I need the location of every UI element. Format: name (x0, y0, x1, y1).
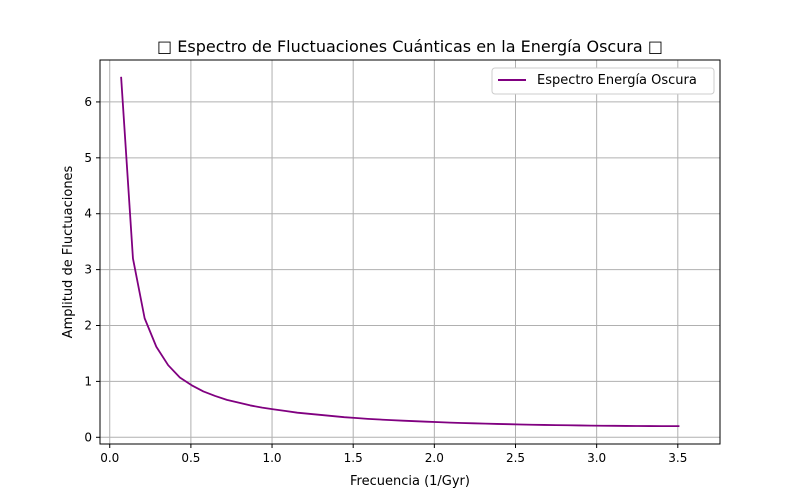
legend-box (491, 67, 715, 95)
x-tick-label: 1.5 (344, 451, 363, 465)
y-tick-label: 2 (84, 319, 92, 333)
x-axis-label: Frecuencia (1/Gyr) (350, 474, 470, 489)
x-tick-label: 0.0 (100, 451, 119, 465)
y-tick-label: 0 (84, 430, 92, 444)
series-layer (120, 76, 680, 428)
y-tick-label: 6 (84, 95, 92, 109)
y-tick-label: 3 (84, 263, 92, 277)
x-tick-label: 3.5 (668, 451, 687, 465)
x-tick-label: 3.0 (587, 451, 606, 465)
series-line (120, 76, 680, 428)
legend: Espectro Energía Oscura (491, 67, 715, 95)
y-tick-label: 5 (84, 151, 92, 165)
y-tick-label: 1 (84, 374, 92, 388)
x-tick-label: 2.0 (425, 451, 444, 465)
x-tick-label: 0.5 (181, 451, 200, 465)
axis-ticks: 0.0 0.5 1.0 1.5 2.0 2.5 3.0 3.5 0 1 2 3 4 5 6 (84, 95, 687, 465)
y-axis-label: Amplitud de Fluctuaciones (61, 165, 76, 338)
plot-frame (99, 59, 721, 445)
legend-label: Espectro Energía Oscura (537, 73, 697, 88)
x-tick-label: 1.0 (262, 451, 281, 465)
grid (100, 60, 720, 444)
y-tick-label: 4 (84, 207, 92, 221)
x-tick-label: 2.5 (506, 451, 525, 465)
chart-title: □ Espectro de Fluctuaciones Cuánticas en… (157, 37, 663, 56)
